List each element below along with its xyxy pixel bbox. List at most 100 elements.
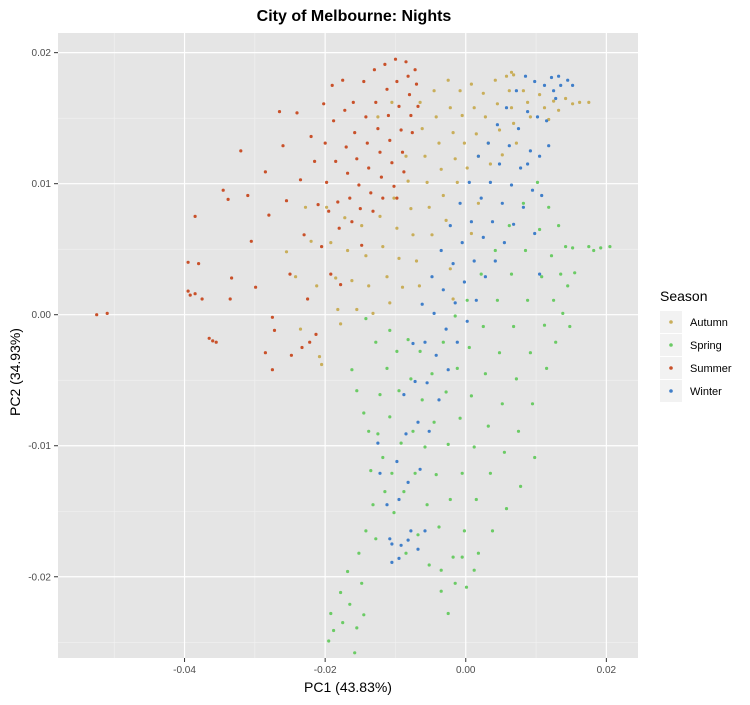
data-point	[329, 272, 333, 276]
y-tick-label: 0.01	[32, 179, 52, 190]
data-point	[364, 317, 368, 321]
data-point	[554, 340, 558, 344]
data-point	[327, 209, 331, 213]
data-point	[388, 415, 392, 419]
data-point	[413, 471, 417, 475]
data-point	[507, 89, 511, 93]
data-point	[430, 233, 434, 237]
data-point	[497, 128, 502, 132]
data-point	[369, 469, 373, 473]
data-point	[186, 289, 190, 293]
data-point	[495, 123, 499, 127]
data-point	[448, 224, 452, 228]
data-point	[350, 279, 354, 283]
data-point	[409, 377, 413, 381]
data-point	[346, 248, 350, 253]
data-point	[207, 336, 211, 340]
data-point	[374, 537, 378, 541]
data-point	[418, 349, 422, 353]
data-point	[547, 144, 551, 148]
data-point	[407, 93, 412, 97]
data-point	[460, 555, 464, 559]
data-point	[486, 424, 490, 428]
data-point	[542, 323, 547, 327]
data-point	[249, 239, 253, 243]
data-point	[95, 313, 99, 317]
data-point	[295, 111, 299, 115]
data-point	[339, 322, 343, 326]
data-point	[395, 226, 399, 230]
legend-key-point	[669, 366, 673, 370]
data-point	[348, 602, 352, 606]
data-point	[462, 529, 466, 533]
data-point	[462, 280, 466, 284]
data-point	[465, 319, 469, 323]
data-point	[465, 166, 469, 170]
data-point	[509, 183, 514, 187]
data-point	[343, 108, 347, 112]
data-point	[521, 201, 526, 205]
legend-label: Spring	[690, 340, 722, 352]
data-point	[397, 104, 401, 108]
data-point	[490, 529, 495, 533]
data-point	[416, 104, 420, 108]
data-point	[481, 91, 485, 95]
data-point	[254, 285, 258, 289]
data-point	[188, 293, 192, 297]
data-point	[369, 191, 373, 195]
data-point	[406, 480, 410, 484]
data-point	[533, 231, 537, 236]
data-point	[446, 442, 450, 446]
data-point	[425, 180, 429, 184]
data-point	[392, 184, 396, 188]
data-point	[336, 200, 340, 204]
data-point	[469, 394, 473, 398]
y-tick-label: -0.02	[28, 572, 51, 583]
data-point	[395, 459, 399, 464]
data-point	[308, 340, 312, 344]
data-point	[439, 568, 443, 572]
data-point	[460, 113, 464, 118]
data-point	[479, 196, 483, 200]
data-point	[388, 328, 392, 332]
data-point	[402, 490, 406, 494]
data-point	[397, 256, 401, 260]
data-point	[500, 402, 504, 406]
data-point	[587, 245, 591, 249]
data-point	[608, 245, 612, 249]
data-point	[404, 551, 408, 555]
data-point	[514, 377, 519, 381]
data-point	[549, 254, 554, 258]
data-point	[298, 327, 303, 331]
points-layer	[95, 57, 612, 655]
series-winter	[376, 74, 575, 565]
data-point	[502, 241, 506, 245]
data-point	[511, 324, 516, 329]
data-point	[486, 141, 490, 145]
data-point	[417, 284, 421, 288]
data-point	[472, 106, 476, 110]
data-point	[317, 355, 322, 359]
data-point	[566, 284, 570, 288]
x-tick-label: 0.00	[456, 665, 476, 676]
data-point	[495, 298, 499, 302]
data-point	[409, 113, 413, 118]
data-point	[448, 497, 452, 502]
data-point	[414, 82, 419, 86]
data-point	[374, 340, 378, 344]
data-point	[420, 127, 424, 131]
data-point	[413, 68, 417, 72]
data-point	[320, 362, 324, 367]
legend-label: Summer	[690, 363, 732, 375]
data-point	[427, 205, 431, 209]
data-point	[418, 467, 422, 471]
data-point	[397, 497, 401, 502]
data-point	[355, 307, 359, 312]
data-point	[530, 402, 535, 406]
data-point	[397, 389, 401, 393]
data-point	[383, 490, 387, 494]
data-point	[538, 227, 542, 232]
data-point	[545, 119, 549, 123]
data-point	[500, 201, 504, 205]
